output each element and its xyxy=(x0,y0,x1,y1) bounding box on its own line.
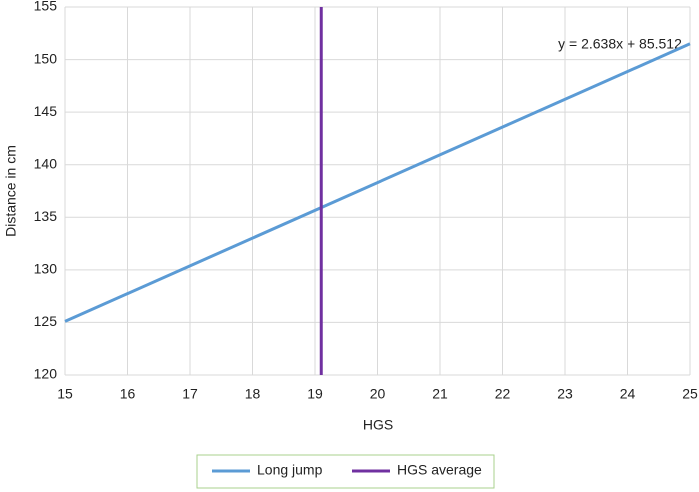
x-tick-label: 24 xyxy=(620,386,636,402)
x-tick-label: 20 xyxy=(370,386,386,402)
y-tick-label: 140 xyxy=(34,155,58,171)
trendline-equation: y = 2.638x + 85.512 xyxy=(558,36,682,52)
y-tick-label: 120 xyxy=(34,366,58,382)
x-tick-label: 21 xyxy=(432,386,448,402)
x-tick-label: 22 xyxy=(495,386,511,402)
y-tick-label: 130 xyxy=(34,261,58,277)
y-tick-label: 125 xyxy=(34,313,58,329)
legend-label: HGS average xyxy=(397,462,482,478)
x-tick-label: 17 xyxy=(182,386,198,402)
x-tick-label: 19 xyxy=(307,386,323,402)
x-tick-label: 18 xyxy=(245,386,261,402)
x-tick-label: 23 xyxy=(557,386,573,402)
x-tick-label: 16 xyxy=(120,386,136,402)
y-tick-label: 135 xyxy=(34,208,58,224)
y-axis-label: Distance in cm xyxy=(3,145,19,237)
series-line xyxy=(64,42,691,323)
y-tick-label: 150 xyxy=(34,50,58,66)
legend-label: Long jump xyxy=(257,462,323,478)
x-tick-label: 25 xyxy=(682,386,698,402)
x-tick-label: 15 xyxy=(57,386,73,402)
x-axis-label: HGS xyxy=(363,417,393,433)
y-tick-label: 155 xyxy=(34,0,58,14)
y-tick-label: 145 xyxy=(34,103,58,119)
